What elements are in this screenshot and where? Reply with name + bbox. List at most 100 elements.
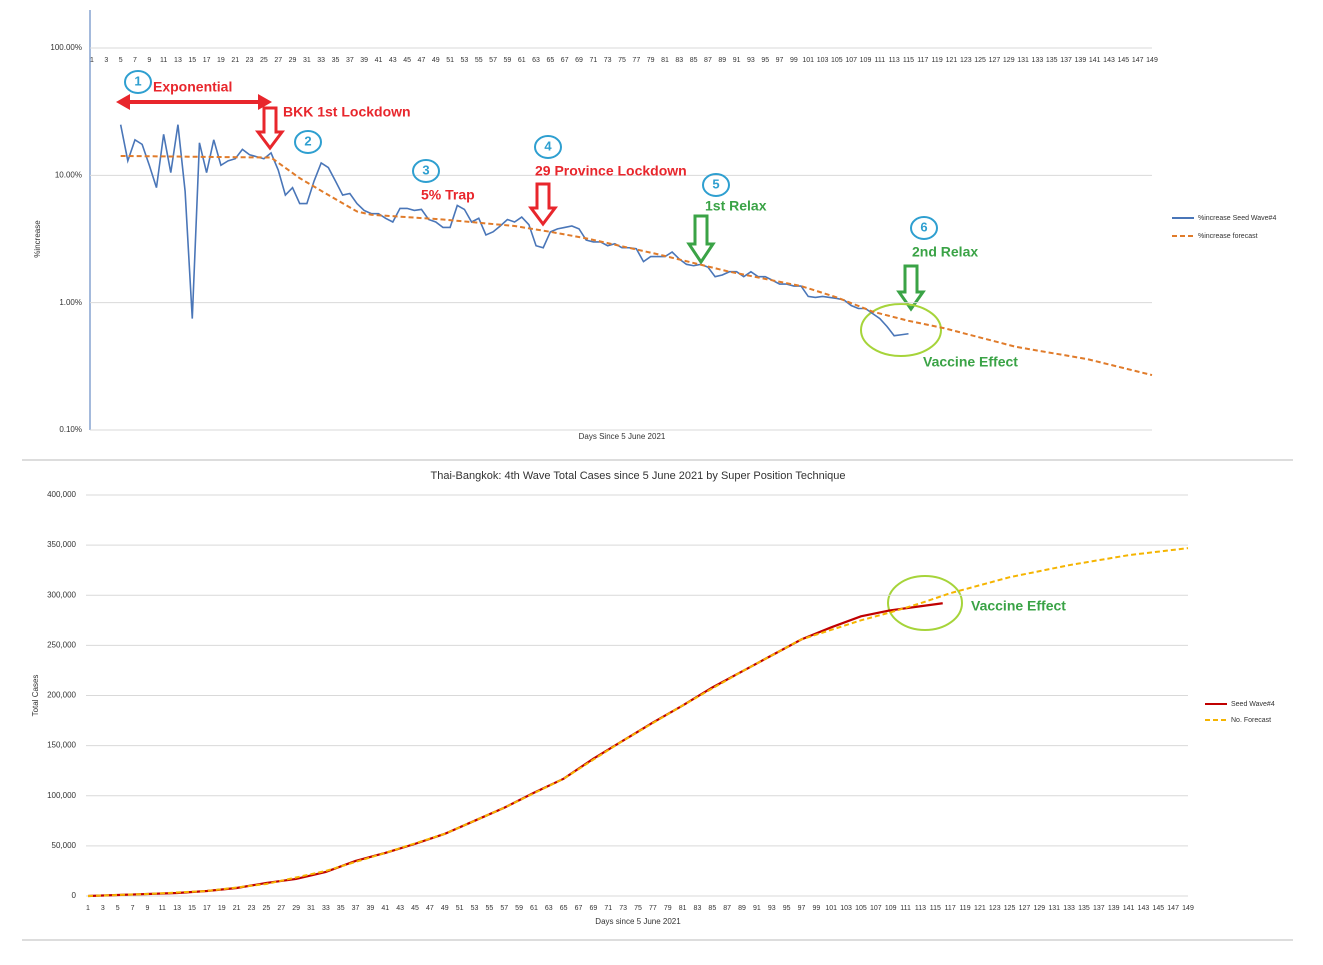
- annotation: 4: [544, 138, 552, 153]
- x-tick-label: 49: [432, 57, 440, 64]
- x-tick-label: 55: [485, 905, 493, 912]
- x-tick-label: 37: [346, 57, 354, 64]
- x-tick-label: 81: [679, 905, 687, 912]
- annotation: 3: [422, 162, 429, 177]
- annotation: 1st Relax: [705, 198, 767, 214]
- x-tick-label: 31: [307, 905, 315, 912]
- x-tick-label: 141: [1089, 57, 1101, 64]
- x-tick-label: 39: [367, 905, 375, 912]
- x-tick-label: 87: [704, 57, 712, 64]
- x-tick-label: 85: [690, 57, 698, 64]
- annotation: 1: [134, 73, 141, 88]
- x-tick-label: 113: [915, 905, 926, 912]
- x-tick-label: 143: [1138, 905, 1150, 912]
- y-tick-label: 100.00%: [50, 43, 82, 52]
- x-tick-label: 149: [1182, 905, 1194, 912]
- x-tick-label: 29: [292, 905, 300, 912]
- x-tick-label: 35: [337, 905, 345, 912]
- x-tick-label: 91: [733, 57, 741, 64]
- y-tick-label: 50,000: [52, 841, 77, 850]
- x-tick-label: 65: [546, 57, 554, 64]
- x-tick-label: 59: [504, 57, 512, 64]
- x-tick-label: 97: [798, 905, 806, 912]
- x-tick-label: 145: [1152, 905, 1164, 912]
- x-tick-label: 67: [561, 57, 569, 64]
- y-tick-label: 200,000: [47, 691, 76, 700]
- y-tick-label: 100,000: [47, 791, 76, 800]
- x-tick-label: 19: [217, 57, 225, 64]
- x-tick-label: 63: [532, 57, 540, 64]
- x-tick-label: 71: [589, 57, 597, 64]
- x-tick-label: 117: [945, 905, 956, 912]
- x-tick-label: 13: [174, 57, 182, 64]
- x-tick-label: 31: [303, 57, 311, 64]
- x-tick-label: 139: [1075, 57, 1087, 64]
- x-tick-label: 83: [675, 57, 683, 64]
- x-tick-label: 57: [500, 905, 508, 912]
- x-tick-label: 147: [1132, 57, 1144, 64]
- x-tick-label: 103: [840, 905, 852, 912]
- x-tick-label: 91: [753, 905, 761, 912]
- x-tick-label: 93: [768, 905, 776, 912]
- y-tick-label: 0.10%: [59, 425, 82, 434]
- x-tick-label: 17: [203, 57, 211, 64]
- x-tick-label: 41: [381, 905, 389, 912]
- x-tick-label: 121: [946, 57, 958, 64]
- x-tick-label: 59: [515, 905, 523, 912]
- annotation: Vaccine Effect: [923, 354, 1018, 370]
- x-tick-label: 123: [989, 905, 1001, 912]
- x-tick-label: 133: [1063, 905, 1075, 912]
- x-tick-label: 131: [1048, 905, 1060, 912]
- x-tick-label: 107: [870, 905, 882, 912]
- x-tick-label: 97: [776, 57, 784, 64]
- series-line: [119, 124, 909, 337]
- x-tick-label: 113: [889, 57, 900, 64]
- x-tick-label: 69: [590, 905, 598, 912]
- annotation-circle: [534, 135, 562, 159]
- x-tick-label: 143: [1103, 57, 1115, 64]
- x-tick-label: 11: [159, 905, 166, 912]
- x-tick-label: 9: [147, 57, 151, 64]
- y-tick-label: 400,000: [47, 490, 76, 499]
- x-tick-label: 9: [146, 905, 150, 912]
- annotation: Exponential: [153, 79, 232, 95]
- x-tick-label: 3: [104, 57, 108, 64]
- x-tick-label: 135: [1078, 905, 1090, 912]
- x-tick-label: 101: [802, 57, 814, 64]
- x-tick-label: 89: [738, 905, 746, 912]
- annotation: 29 Province Lockdown: [535, 163, 687, 179]
- x-tick-label: 57: [489, 57, 497, 64]
- y-tick-label: 300,000: [47, 590, 76, 599]
- x-tick-label: 77: [632, 57, 640, 64]
- x-tick-label: 37: [352, 905, 360, 912]
- legend-label: No. Forecast: [1231, 717, 1271, 724]
- x-tick-label: 61: [530, 905, 538, 912]
- x-tick-label: 129: [1034, 905, 1046, 912]
- x-tick-label: 145: [1118, 57, 1130, 64]
- x-tick-label: 103: [817, 57, 829, 64]
- x-tick-label: 71: [604, 905, 612, 912]
- x-tick-label: 125: [1004, 905, 1016, 912]
- annotation-circle: [702, 173, 730, 197]
- x-tick-label: 73: [604, 57, 612, 64]
- x-tick-label: 55: [475, 57, 483, 64]
- x-tick-label: 25: [260, 57, 268, 64]
- x-tick-label: 141: [1123, 905, 1135, 912]
- annotation: 5% Trap: [421, 187, 475, 203]
- x-axis-title: Days Since 5 June 2021: [579, 432, 666, 441]
- x-tick-label: 7: [131, 905, 135, 912]
- x-tick-label: 51: [456, 905, 464, 912]
- x-tick-label: 129: [1003, 57, 1015, 64]
- x-tick-label: 137: [1060, 57, 1072, 64]
- x-tick-label: 119: [932, 57, 943, 64]
- x-tick-label: 81: [661, 57, 669, 64]
- legend-label: %increase forecast: [1198, 233, 1258, 240]
- annotation: 2: [304, 133, 311, 148]
- annotation: 6: [920, 219, 927, 234]
- y-tick-label: 250,000: [47, 640, 76, 649]
- x-tick-label: 119: [959, 905, 970, 912]
- x-tick-label: 95: [761, 57, 769, 64]
- x-tick-label: 73: [619, 905, 627, 912]
- x-tick-label: 61: [518, 57, 526, 64]
